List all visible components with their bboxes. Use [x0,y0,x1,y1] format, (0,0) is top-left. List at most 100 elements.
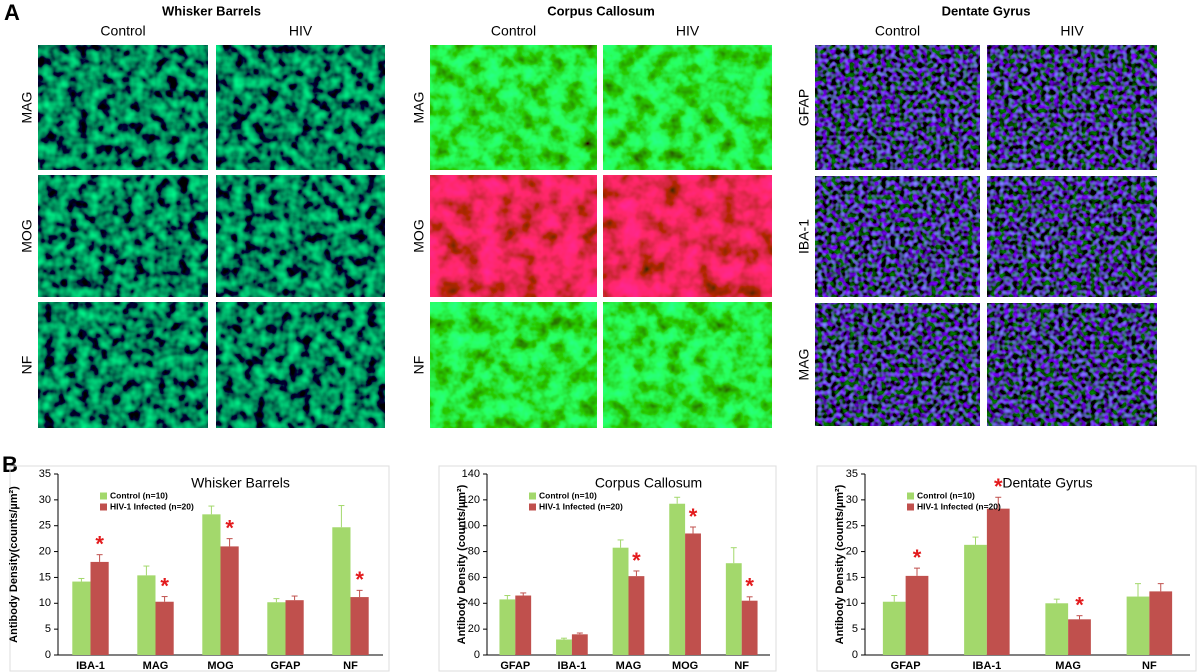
legend-label: HIV-1 Infected (n=20) [539,501,623,511]
bar [556,639,572,655]
micrograph [603,45,772,170]
bar [155,601,174,655]
legend-swatch [100,503,107,511]
row-label: MOG [19,219,35,252]
bar [725,563,742,655]
legend-swatch [529,503,536,511]
x-tick-label: NF [343,660,358,672]
y-tick-label: 10 [846,597,858,609]
row-label: GFAP [796,89,812,126]
bar [612,547,629,655]
y-tick-label: 30 [846,494,858,506]
bar [741,600,758,655]
chart-title: Dentate Gyrus [1002,475,1092,491]
significance-mark: * [745,574,754,599]
significance-mark: * [1075,593,1084,618]
bar [202,514,221,655]
x-tick-label: NF [734,660,749,672]
micrograph [987,176,1157,297]
row-label: NF [19,356,35,375]
y-tick-label: 20 [39,545,51,557]
bar [350,597,369,655]
bar [986,508,1010,655]
x-tick-label: GFAP [891,660,921,672]
x-tick-label: IBA-1 [973,660,1002,672]
bar [72,581,91,655]
y-tick-label: 140 [462,468,480,480]
legend-swatch [529,492,536,500]
column-label: Control [491,23,536,39]
y-tick-label: 0 [45,649,51,661]
y-tick-label: 15 [846,571,858,583]
y-axis-label: Antibody Density(counts/µm²) [8,486,20,643]
row-label: IBA-1 [796,219,812,254]
chart-title: Corpus Callosum [595,475,702,491]
x-tick-label: MAG [1055,660,1081,672]
significance-mark: * [225,515,234,540]
bar [499,599,516,655]
x-tick-label: IBA-1 [76,660,105,672]
micrograph [38,175,208,297]
bar [1126,596,1150,655]
significance-mark: * [913,545,922,570]
legend-label: Control (n=10) [917,490,975,500]
significance-mark: * [689,504,698,529]
bar [332,527,351,655]
y-tick-label: 5 [45,623,51,635]
row-label: MAG [796,349,812,381]
legend-swatch [907,492,914,500]
y-tick-label: 5 [852,623,858,635]
y-axis-label: Antibody Density (counts/µm²) [834,484,846,644]
y-tick-label: 20 [468,623,480,635]
row-label: MOG [411,219,427,252]
legend-label: Control (n=10) [110,490,168,500]
column-label: HIV [289,23,313,39]
micrograph [430,45,597,170]
micrograph [216,45,385,170]
chart-frame [9,465,390,672]
y-tick-label: 20 [846,545,858,557]
x-tick-label: MOG [207,660,233,672]
bar [1045,603,1069,655]
significance-mark: * [95,531,104,556]
bar [905,575,929,655]
x-tick-label: MAG [143,660,169,672]
y-tick-label: 80 [468,545,480,557]
chart-title: Whisker Barrels [191,475,290,491]
y-tick-label: 30 [39,494,51,506]
column-label: Control [875,23,920,39]
legend-label: HIV-1 Infected (n=20) [110,501,194,511]
panel-title: Whisker Barrels [162,3,261,18]
row-label: MAG [411,92,427,124]
chart-frame [816,465,1197,672]
row-label: NF [411,356,427,375]
panel-title: Dentate Gyrus [942,3,1031,18]
x-tick-label: GFAP [271,660,301,672]
bar [669,503,686,655]
x-tick-label: NF [1142,660,1157,672]
y-tick-label: 15 [39,571,51,583]
bar [90,561,109,655]
legend-swatch [907,503,914,511]
bar [628,576,645,655]
column-label: Control [100,23,145,39]
panel-label: B [2,452,18,477]
bar [685,533,701,655]
bar [882,601,906,655]
micrograph [430,302,597,428]
y-axis-label: Antibody Density (counts/µm²) [456,484,468,644]
micrograph [815,45,980,170]
column-label: HIV [676,23,700,39]
y-tick-label: 40 [468,597,480,609]
micrograph [603,175,772,297]
y-tick-label: 100 [462,520,480,532]
micrograph [815,176,980,297]
row-label: MAG [19,92,35,124]
micrograph [216,175,385,297]
bar [515,595,532,655]
micrograph [38,45,208,170]
significance-mark: * [632,548,641,573]
y-tick-label: 25 [39,520,51,532]
micrograph [38,302,208,428]
micrograph [987,303,1157,426]
